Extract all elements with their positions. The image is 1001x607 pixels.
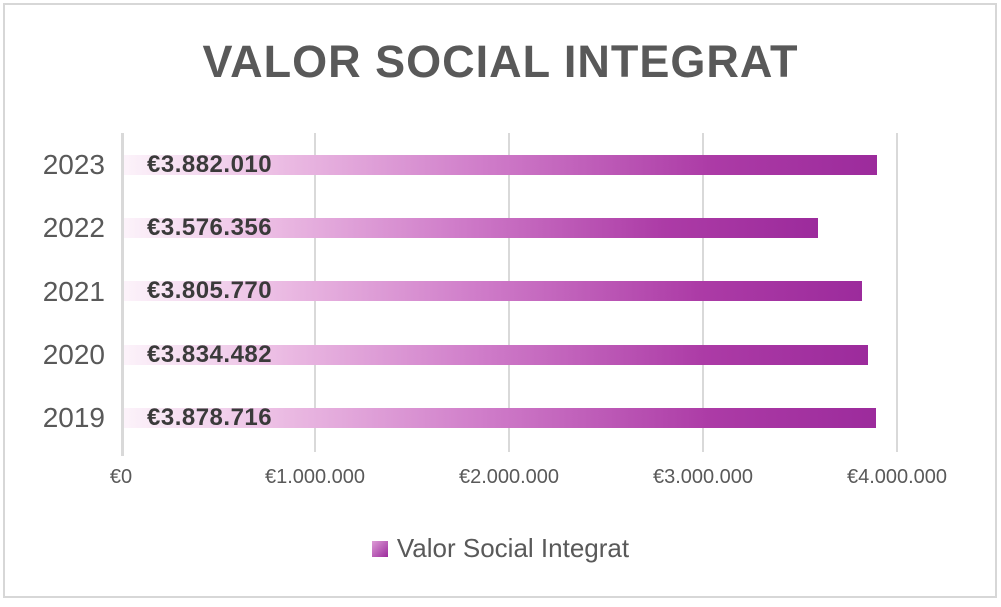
x-axis-tick-label: €0 xyxy=(109,466,133,488)
data-label: €3.878.716 xyxy=(147,404,273,432)
y-axis-category-label: 2020 xyxy=(42,338,105,370)
legend: Valor Social Integrat xyxy=(0,533,1001,564)
x-axis-tick-label: €2.000.000 xyxy=(458,466,560,488)
plot-area: €3.882.010 €3.576.356 €3.805.770 €3.834.482… xyxy=(121,133,898,456)
bar-2022 xyxy=(124,218,818,239)
y-axis-category-label: 2023 xyxy=(42,148,105,180)
y-axis-category-label: 2019 xyxy=(42,402,105,434)
y-axis-category-label: 2021 xyxy=(42,275,105,307)
data-label: €3.834.482 xyxy=(147,340,273,368)
gridline xyxy=(896,133,898,452)
data-label: €3.805.770 xyxy=(147,277,273,305)
x-axis-tick-label: €1.000.000 xyxy=(264,466,366,488)
legend-swatch-icon xyxy=(371,540,388,557)
bar-2023 xyxy=(124,154,878,175)
bar-2019 xyxy=(124,408,877,429)
y-axis-line xyxy=(121,133,124,456)
bar-row: €3.882.010 xyxy=(121,133,897,196)
bar-row: €3.834.482 xyxy=(121,323,897,386)
bar-row: €3.576.356 xyxy=(121,196,897,259)
y-axis-category-label: 2022 xyxy=(42,212,105,244)
data-label: €3.882.010 xyxy=(147,150,273,178)
bar-row: €3.878.716 xyxy=(121,387,897,450)
x-axis-tick-label: €3.000.000 xyxy=(652,466,754,488)
bar-row: €3.805.770 xyxy=(121,260,897,323)
bar-2021 xyxy=(124,281,863,302)
x-axis-tick-label: €4.000.000 xyxy=(846,466,948,488)
chart-title: VALOR SOCIAL INTEGRAT xyxy=(202,36,799,87)
data-label: €3.576.356 xyxy=(147,214,273,242)
legend-label: Valor Social Integrat xyxy=(396,533,630,563)
bar-2020 xyxy=(124,344,868,365)
